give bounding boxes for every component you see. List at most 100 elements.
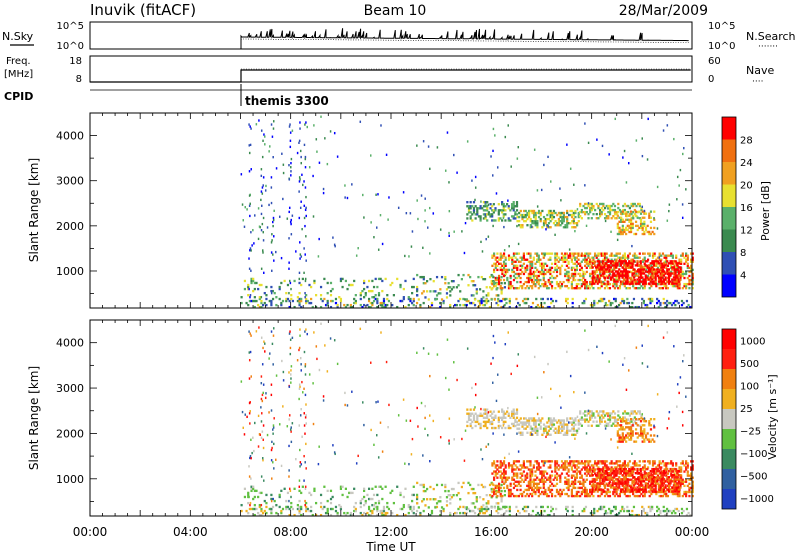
power-cell xyxy=(526,266,529,270)
velocity-cell xyxy=(389,491,392,495)
power-cell xyxy=(626,264,629,267)
power-cell xyxy=(316,150,318,153)
velocity-cell xyxy=(603,474,606,477)
velocity-cell xyxy=(521,433,524,436)
velocity-cell xyxy=(417,506,420,509)
power-cell xyxy=(517,242,520,246)
velocity-cell xyxy=(555,507,558,511)
velocity-cell xyxy=(623,466,626,469)
power-cell xyxy=(572,222,575,225)
power-cell xyxy=(260,267,263,270)
velocity-cell xyxy=(564,464,567,467)
power-cell xyxy=(503,286,507,289)
velocity-cell xyxy=(542,492,545,496)
power-cell xyxy=(615,276,618,280)
velocity-cell xyxy=(260,507,263,511)
power-cell xyxy=(488,275,492,279)
velocity-cell xyxy=(512,472,516,475)
velocity-cell xyxy=(567,484,570,488)
power-cell xyxy=(298,299,301,303)
velocity-cell xyxy=(510,422,514,426)
power-cell xyxy=(579,204,582,208)
velocity-cell xyxy=(661,460,665,463)
power-cell xyxy=(298,176,301,179)
power-cell xyxy=(584,297,588,301)
velocity-cell xyxy=(298,489,301,493)
velocity-cell xyxy=(497,488,501,492)
colorbar-frame xyxy=(721,116,737,298)
power-cell xyxy=(560,258,564,261)
power-cell xyxy=(556,224,559,227)
velocity-cell xyxy=(673,492,676,496)
colorbar-segment xyxy=(722,229,736,252)
power-cell xyxy=(261,155,264,159)
power-cell xyxy=(623,220,626,223)
velocity-cell xyxy=(515,420,519,424)
power-cell xyxy=(359,297,362,301)
power-cell xyxy=(570,274,573,278)
power-cell xyxy=(404,279,407,283)
velocity-cell xyxy=(447,493,450,497)
power-cell xyxy=(679,168,682,172)
velocity-cell xyxy=(662,469,666,473)
velocity-cell xyxy=(547,486,550,490)
velocity-cell xyxy=(685,513,689,517)
power-cell xyxy=(667,272,671,275)
velocity-cell xyxy=(466,412,469,415)
power-cell xyxy=(580,266,583,270)
power-cell xyxy=(659,272,662,275)
velocity-cell xyxy=(555,482,559,485)
power-cell xyxy=(658,287,661,290)
power-cell xyxy=(608,299,611,303)
power-cell xyxy=(582,270,585,274)
velocity-cell xyxy=(579,472,582,475)
power-cell xyxy=(580,282,583,286)
power-cell xyxy=(619,270,623,273)
power-cell xyxy=(303,216,306,220)
power-cell xyxy=(381,305,384,309)
power-cell xyxy=(680,254,683,257)
power-cell xyxy=(371,296,374,299)
velocity-cell xyxy=(562,466,565,469)
velocity-cell xyxy=(521,423,524,426)
velocity-cell xyxy=(549,480,552,483)
power-cell xyxy=(507,258,511,261)
velocity-cell xyxy=(247,493,250,497)
power-cell xyxy=(625,212,628,215)
velocity-cell xyxy=(621,467,624,471)
velocity-cell xyxy=(514,464,517,467)
power-cell xyxy=(470,294,473,297)
power-cell xyxy=(638,264,641,267)
power-cell xyxy=(579,274,582,278)
velocity-cell xyxy=(519,476,522,479)
power-cell xyxy=(552,209,556,213)
velocity-cell xyxy=(592,494,595,498)
velocity-cell xyxy=(577,486,580,490)
power-cell xyxy=(457,284,460,287)
power-cell xyxy=(613,212,617,216)
power-cell xyxy=(615,278,618,282)
velocity-cell xyxy=(354,509,357,513)
velocity-cell xyxy=(369,513,372,517)
power-cell xyxy=(590,208,593,212)
power-cell xyxy=(380,124,382,127)
power-cell xyxy=(286,297,290,301)
colorbar-segment xyxy=(722,117,736,140)
power-cell xyxy=(570,280,573,284)
velocity-cell xyxy=(679,482,682,485)
velocity-cell xyxy=(671,488,674,492)
velocity-cell xyxy=(536,433,539,436)
power-cell xyxy=(579,287,582,290)
power-cell xyxy=(371,289,374,293)
velocity-cell xyxy=(501,478,504,481)
velocity-cell xyxy=(537,417,541,420)
power-cell xyxy=(572,276,575,280)
velocity-cell xyxy=(547,476,550,479)
power-cell xyxy=(512,287,516,290)
velocity-cell xyxy=(532,464,535,467)
power-cell xyxy=(643,266,646,270)
velocity-cell xyxy=(270,511,273,515)
power-cell xyxy=(623,230,626,234)
power-cell xyxy=(247,294,250,297)
power-cell xyxy=(561,215,564,219)
